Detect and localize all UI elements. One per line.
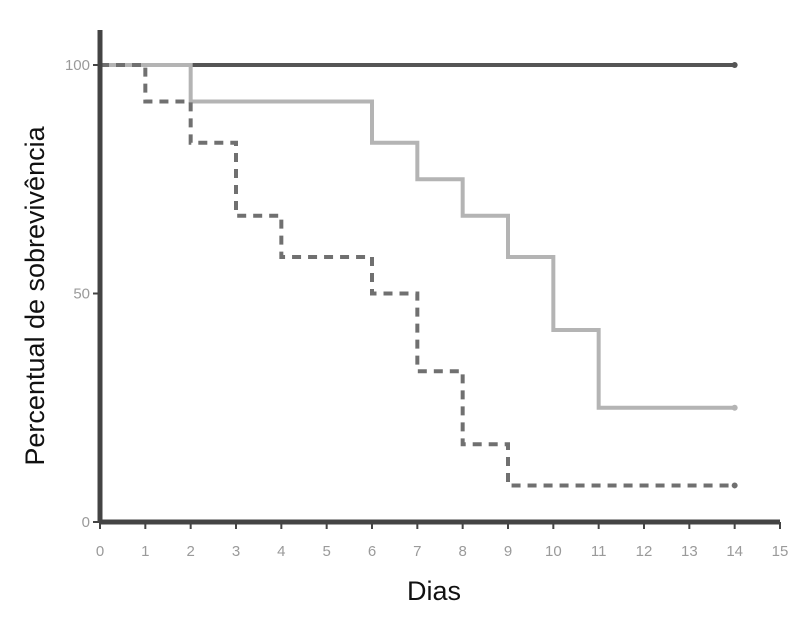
x-tick-label: 14	[726, 543, 743, 560]
x-tick-label: 6	[368, 543, 376, 560]
curve-end-marker-3	[732, 482, 738, 488]
x-tick-label: 5	[322, 543, 330, 560]
x-tick-label: 8	[458, 543, 466, 560]
x-tick-label: 1	[141, 543, 149, 560]
x-tick-label: 12	[636, 543, 653, 560]
curve-end-marker-1	[732, 62, 738, 68]
x-tick-label: 9	[504, 543, 512, 560]
plot-area	[100, 62, 738, 488]
x-tick-label: 0	[96, 543, 104, 560]
x-tick-label: 11	[591, 543, 607, 560]
y-tick-label: 100	[65, 57, 90, 74]
x-tick-label: 13	[681, 543, 698, 560]
axes	[100, 30, 780, 522]
x-tick-label: 3	[232, 543, 240, 560]
survival-curve-3	[100, 65, 735, 485]
x-tick-label: 7	[413, 543, 421, 560]
y-tick-label: 0	[82, 514, 90, 531]
y-axis-label: Percentual de sobrevivência	[20, 125, 50, 465]
x-tick-label: 4	[277, 543, 285, 560]
curve-end-marker-2	[732, 405, 738, 411]
x-tick-label: 2	[186, 543, 194, 560]
x-tick-label: 10	[545, 543, 562, 560]
x-axis-label: Dias	[407, 576, 461, 606]
y-tick-label: 50	[73, 286, 90, 303]
x-tick-label: 15	[772, 543, 788, 560]
